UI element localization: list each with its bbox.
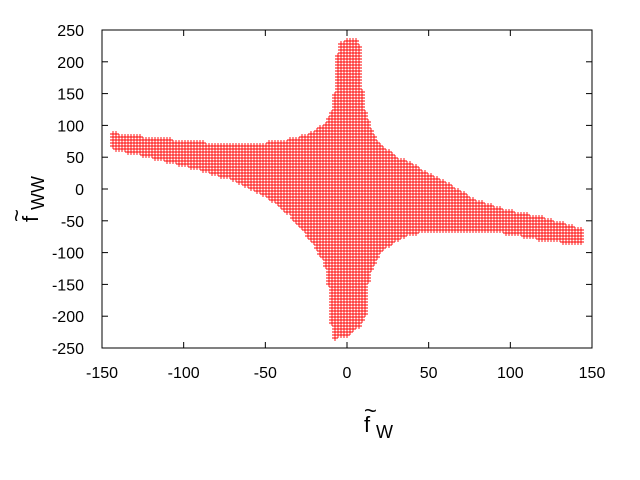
y-tick-label: 100	[57, 118, 84, 135]
axis-ticks: -150 -100 -50 0 50 100 150 250 200 150 100 50 0 -50 -1…	[52, 23, 605, 382]
y-tick-label: 200	[57, 55, 84, 72]
y-tick-label: -250	[52, 341, 84, 358]
scatter-plus-markers	[110, 38, 584, 341]
y-tick-label: 50	[66, 150, 84, 167]
x-tick-label: 150	[579, 365, 606, 382]
x-tick-label: 50	[420, 365, 438, 382]
y-tick-label: 150	[57, 87, 84, 104]
x-tick-label: 100	[497, 365, 524, 382]
x-tick-label: -150	[86, 365, 118, 382]
x-label-subscript: W	[376, 422, 393, 442]
x-axis-label: ~ f W	[364, 398, 393, 442]
y-tick-label: -200	[52, 309, 84, 326]
y-tick-label: -100	[52, 246, 84, 263]
x-label-base: f	[364, 412, 371, 437]
data-points	[110, 38, 584, 341]
x-tick-label: -50	[254, 365, 277, 382]
y-tick-label: -50	[61, 214, 84, 231]
y-tick-label: 250	[57, 23, 84, 40]
x-tick-label: 0	[343, 365, 352, 382]
y-axis-label: ~ f WW	[4, 176, 48, 222]
y-label-base: f	[18, 215, 43, 222]
y-label-accent: ~	[4, 209, 29, 222]
x-tick-label: -100	[168, 365, 200, 382]
x-label-accent: ~	[364, 398, 377, 423]
y-tick-label: 0	[75, 182, 84, 199]
y-label-subscript: WW	[28, 176, 48, 210]
y-tick-label: -150	[52, 277, 84, 294]
